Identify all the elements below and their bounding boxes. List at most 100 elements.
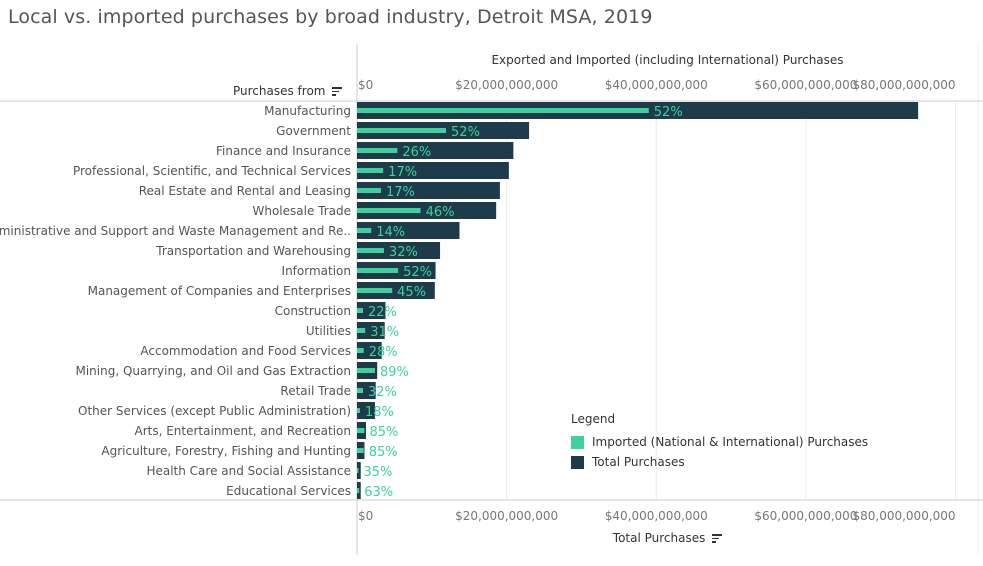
total-bar — [357, 182, 500, 199]
row-header-label: Purchases from — [233, 84, 326, 98]
bottom-tick-label: $20,000,000,000 — [455, 509, 558, 523]
category-label: Finance and Insurance — [216, 144, 351, 158]
legend-label-total: Total Purchases — [592, 455, 685, 469]
category-label: Real Estate and Rental and Leasing — [139, 184, 351, 198]
imported-bar — [357, 308, 363, 313]
imported-bar — [357, 208, 421, 213]
category-label: Information — [282, 264, 351, 278]
row-header[interactable]: Purchases from — [233, 84, 343, 98]
imported-bar — [357, 108, 649, 113]
bottom-tick-label: $80,000,000,000 — [852, 509, 955, 523]
percent-label: 14% — [376, 225, 405, 240]
top-tick-label: $80,000,000,000 — [852, 78, 955, 92]
percent-label: 31% — [370, 325, 399, 340]
legend-label-imported: Imported (National & International) Purc… — [592, 435, 869, 449]
percent-label: 85% — [369, 445, 398, 460]
percent-label: 46% — [426, 205, 455, 220]
top-axis-title: Exported and Imported (including Interna… — [491, 53, 844, 67]
total-bar — [357, 142, 514, 159]
percent-label: 17% — [386, 185, 415, 200]
legend-swatch-total — [571, 455, 584, 469]
category-label: Agriculture, Forestry, Fishing and Hunti… — [101, 444, 351, 458]
bottom-tick-label: $0 — [358, 509, 373, 523]
total-bar — [357, 302, 386, 319]
category-label: Accommodation and Food Services — [140, 344, 351, 358]
percent-label: 22% — [368, 305, 397, 320]
legend: Legend Imported (National & Internationa… — [571, 412, 868, 472]
category-label: Wholesale Trade — [252, 204, 351, 218]
imported-bar — [357, 368, 375, 373]
category-label: Construction — [275, 304, 351, 318]
imported-bar — [357, 428, 365, 433]
percent-label: 26% — [402, 145, 431, 160]
legend-title: Legend — [571, 412, 616, 426]
percent-label: 35% — [363, 465, 392, 480]
chart-title: Local vs. imported purchases by broad in… — [8, 6, 653, 28]
sort-icon[interactable] — [332, 85, 343, 98]
top-tick-label: $0 — [358, 78, 373, 92]
category-label: Administrative and Support and Waste Man… — [0, 224, 351, 238]
imported-bar — [357, 288, 393, 293]
category-label: Other Services (except Public Administra… — [78, 404, 351, 418]
category-label: Professional, Scientific, and Technical … — [73, 164, 351, 178]
imported-bar — [357, 268, 399, 273]
imported-bar — [357, 228, 372, 233]
category-label: Manufacturing — [264, 104, 351, 118]
percent-label: 52% — [451, 125, 480, 140]
total-bar — [357, 322, 385, 339]
percent-label: 89% — [380, 365, 409, 380]
imported-bar — [357, 148, 398, 153]
percent-label: 32% — [389, 245, 418, 260]
category-label: Health Care and Social Assistance — [146, 464, 351, 478]
imported-bar — [357, 348, 364, 353]
top-tick-label: $40,000,000,000 — [605, 78, 708, 92]
imported-bar — [357, 168, 384, 173]
imported-bar — [357, 128, 447, 133]
total-bar — [357, 202, 497, 219]
total-bar — [357, 282, 435, 299]
percent-label: 18% — [365, 405, 394, 420]
top-tick-label: $20,000,000,000 — [455, 78, 558, 92]
category-label: Management of Companies and Enterprises — [88, 284, 351, 298]
percent-label: 85% — [369, 425, 398, 440]
bottom-tick-label: $60,000,000,000 — [754, 509, 857, 523]
top-tick-label: $60,000,000,000 — [754, 78, 857, 92]
percent-label: 45% — [397, 285, 426, 300]
percent-label: 52% — [654, 105, 683, 120]
imported-bar — [357, 248, 384, 253]
sort-icon[interactable] — [712, 532, 723, 545]
imported-bar — [357, 408, 360, 413]
imported-bar — [357, 328, 366, 333]
category-label: Retail Trade — [280, 384, 351, 398]
total-bar — [357, 342, 382, 359]
legend-swatch-imported — [571, 435, 584, 449]
total-bar — [357, 402, 375, 419]
category-label: Educational Services — [226, 484, 351, 498]
imported-bar — [357, 488, 360, 493]
category-label: Utilities — [306, 324, 351, 338]
total-bar — [357, 462, 361, 479]
legend-item-imported[interactable]: Imported (National & International) Purc… — [571, 432, 868, 452]
bottom-tick-label: $40,000,000,000 — [605, 509, 708, 523]
total-bar — [357, 242, 441, 259]
category-label: Government — [276, 124, 351, 138]
total-bar — [357, 222, 460, 239]
percent-label: 63% — [364, 485, 393, 500]
category-label: Transportation and Warehousing — [155, 244, 351, 258]
imported-bar — [357, 188, 381, 193]
total-bar — [357, 382, 376, 399]
category-label: Arts, Entertainment, and Recreation — [134, 424, 351, 438]
imported-bar — [357, 468, 359, 473]
imported-bar — [357, 448, 364, 453]
imported-bar — [357, 388, 363, 393]
bottom-axis-title: Total Purchases — [612, 531, 706, 545]
percent-label: 52% — [403, 265, 432, 280]
bottom-axis-title-wrap[interactable]: Total Purchases — [357, 531, 978, 545]
legend-item-total[interactable]: Total Purchases — [571, 452, 868, 472]
percent-label: 32% — [368, 385, 397, 400]
category-label: Mining, Quarrying, and Oil and Gas Extra… — [75, 364, 351, 378]
percent-label: 17% — [388, 165, 417, 180]
total-bar — [357, 162, 509, 179]
percent-label: 28% — [369, 345, 398, 360]
